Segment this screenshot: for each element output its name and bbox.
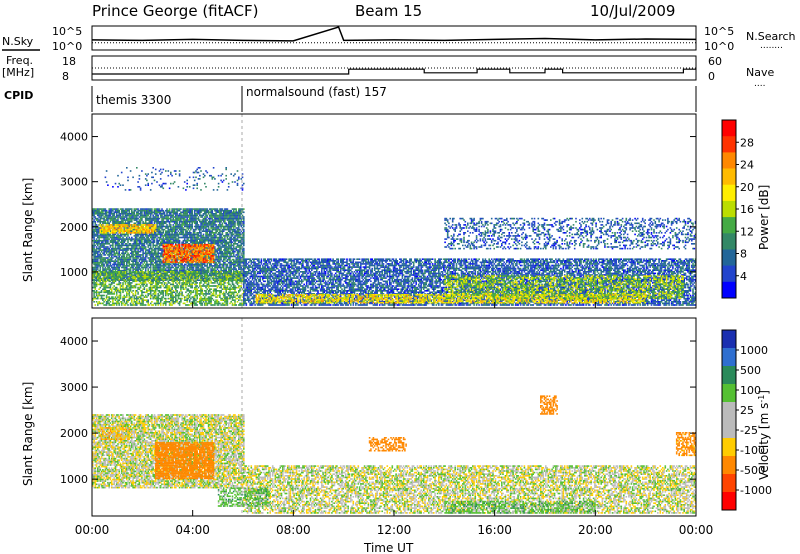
velocity-ylabel: Slant Range [km] — [21, 382, 35, 486]
velocity-colorbar-tick-label-4: -25 — [740, 424, 758, 437]
time-tick-label-1: 04:00 — [175, 523, 210, 537]
cpid-segment-1: themis 3300 — [96, 93, 171, 107]
power-colorbar-tick-label-0: 28 — [740, 136, 754, 149]
velocity-colorbar-tick-label-0: 1000 — [740, 344, 768, 357]
velocity-yticks-tick-label-2: 2000 — [60, 427, 88, 440]
power-yticks-tick-label-0: 4000 — [60, 131, 88, 144]
nave-legend: .... — [754, 79, 765, 89]
velocity-yticks-tick-label-0: 4000 — [60, 335, 88, 348]
power-colorbar-tick-label-1: 24 — [740, 159, 754, 172]
velocity-colorbar-label: Velocity [m s-1] — [757, 390, 771, 480]
velocity-colorbar-swatch-6 — [722, 438, 736, 457]
velocity-colorbar-swatch-0 — [722, 330, 736, 349]
power-colorbar-tick-label-2: 20 — [740, 181, 754, 194]
velocity-colorbar-swatch-3 — [722, 384, 736, 403]
frequency-series-line — [92, 69, 696, 74]
noise-left-tick-top: 10^5 — [52, 25, 82, 38]
frequency-series-group — [92, 68, 696, 74]
power-panel: 4000 3000 2000 1000 Slant Range [km] 28 24 20… — [21, 114, 771, 308]
velocity-colorbar-tick-label-3: 25 — [740, 404, 754, 417]
power-colorbar-swatch-10 — [722, 282, 736, 299]
cpid-label: CPID — [4, 89, 33, 102]
time-tick-label-0: 00:00 — [75, 523, 110, 537]
cpid-segment-2: normalsound (fast) 157 — [246, 85, 387, 99]
time-tick-label-5: 20:00 — [578, 523, 613, 537]
velocity-heatmap-patch-7 — [540, 395, 558, 414]
velocity-heatmap-patch-8 — [676, 432, 696, 456]
velocity-colorbar-tick-label-7: -1000 — [740, 484, 772, 497]
velocity-colorbar-swatch-9 — [722, 492, 736, 511]
noise-right-tick-top: 10^5 — [704, 25, 734, 38]
time-tick-label-4: 16:00 — [477, 523, 512, 537]
nsky-label: N.Sky — [2, 35, 34, 48]
power-colorbar-swatch-1 — [722, 136, 736, 153]
velocity-heatmap-patch-4 — [218, 488, 270, 507]
xaxis-label: Time UT — [363, 541, 414, 554]
velocity-colorbar-swatch-8 — [722, 474, 736, 493]
velocity-heatmap-patch-6 — [369, 437, 407, 452]
cpid-strip: CPID themis 3300 normalsound (fast) 157 — [4, 85, 696, 112]
power-colorbar-swatch-7 — [722, 233, 736, 250]
velocity-colorbar-tick-label-1: 500 — [740, 364, 761, 377]
velocity-heatmap — [92, 395, 696, 513]
nave-label: Nave — [746, 66, 774, 79]
time-tick-label-3: 12:00 — [377, 523, 412, 537]
power-colorbar-swatch-3 — [722, 169, 736, 186]
frequency-panel: Freq. [MHz] 18 8 60 0 Nave .... — [2, 54, 774, 89]
noise-left-tick-bottom: 10^0 — [52, 40, 82, 53]
time-tick-label-2: 08:00 — [276, 523, 311, 537]
power-colorbar-tick-label-3: 16 — [740, 203, 754, 216]
station-title: Prince George (fitACF) — [92, 2, 258, 20]
power-colorbar-swatch-5 — [722, 201, 736, 218]
power-colorbar-tick-label-6: 4 — [740, 270, 747, 283]
noise-series-nsky-line — [92, 27, 696, 41]
radar-summary-plot: Prince George (fitACF) Beam 15 10/Jul/20… — [0, 0, 800, 554]
velocity-yticks-tick-label-3: 1000 — [60, 473, 88, 486]
velocity-colorbar-swatch-5 — [722, 420, 736, 439]
velocity-panel: 4000 3000 2000 1000 Slant Range [km] 1000 50… — [21, 318, 772, 516]
power-heatmap-patch-8 — [105, 167, 245, 191]
power-ylabel: Slant Range [km] — [21, 178, 35, 282]
power-colorbar: 28 24 20 16 12 8 4 — [722, 120, 754, 299]
velocity-colorbar-swatch-1 — [722, 348, 736, 367]
freq-unit-label: [MHz] — [2, 66, 34, 79]
freq-left-tick-bottom: 8 — [62, 70, 69, 83]
power-heatmap-patch-2 — [163, 244, 215, 263]
nave-right-tick-bottom: 0 — [708, 70, 715, 83]
velocity-colorbar-swatch-4 — [722, 402, 736, 421]
power-colorbar-label: Power [dB] — [757, 185, 771, 250]
power-yticks-tick-label-2: 2000 — [60, 221, 88, 234]
power-colorbar-tick-label-4: 12 — [740, 225, 754, 238]
power-colorbar-swatch-9 — [722, 266, 736, 283]
noise-right-tick-bottom: 10^0 — [704, 40, 734, 53]
nsearch-legend: ........ — [760, 41, 783, 51]
velocity-yticks-tick-label-1: 3000 — [60, 381, 88, 394]
power-heatmap-patch-7 — [444, 218, 696, 250]
power-yticks-tick-label-1: 3000 — [60, 176, 88, 189]
power-colorbar-swatch-6 — [722, 217, 736, 234]
noise-panel-frame — [92, 26, 696, 50]
power-colorbar-swatch-4 — [722, 185, 736, 202]
date-title: 10/Jul/2009 — [590, 2, 675, 20]
power-heatmap — [92, 167, 696, 306]
velocity-colorbar-swatch-2 — [722, 366, 736, 385]
power-colorbar-swatch-0 — [722, 120, 736, 137]
freq-left-tick-top: 18 — [62, 55, 76, 68]
noise-panel: N.Sky 10^5 10^0 10^5 10^0 N.Search .....… — [2, 25, 796, 53]
power-yticks-tick-label-3: 1000 — [60, 266, 88, 279]
nave-right-tick-top: 60 — [708, 55, 722, 68]
time-tick-label-6: 00:00 — [679, 523, 714, 537]
power-colorbar-swatch-8 — [722, 250, 736, 267]
power-colorbar-tick-label-5: 8 — [740, 248, 747, 261]
velocity-heatmap-patch-5 — [444, 501, 595, 514]
beam-title: Beam 15 — [355, 2, 422, 20]
noise-series-group — [92, 27, 696, 43]
velocity-colorbar-swatch-7 — [722, 456, 736, 475]
power-colorbar-swatch-2 — [722, 152, 736, 169]
